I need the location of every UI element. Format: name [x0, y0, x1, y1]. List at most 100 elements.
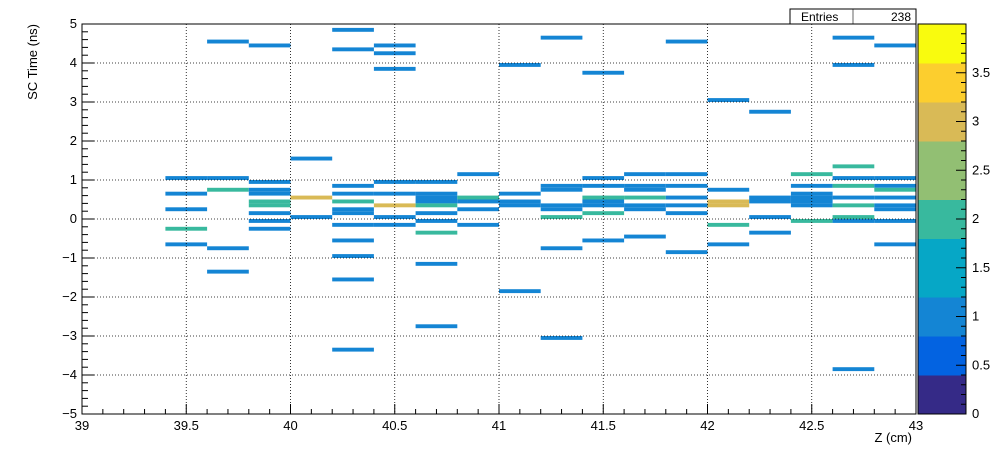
heatmap-cell [207, 269, 249, 274]
heatmap-cell [624, 207, 666, 212]
heatmap-cell [415, 203, 458, 208]
heatmap-cell [332, 238, 374, 243]
heatmap-cell [582, 195, 625, 200]
y-tick-label: −5 [62, 406, 77, 421]
palette-tick-label: 0.5 [972, 357, 990, 372]
heatmap-cell [373, 66, 416, 71]
heatmap-cell [874, 183, 916, 188]
heatmap-cell [332, 211, 374, 216]
palette-band [918, 238, 966, 259]
heatmap-cell [540, 35, 583, 40]
x-tick-label: 42 [700, 418, 714, 433]
x-tick-label: 39 [75, 418, 89, 433]
heatmap-cell [457, 222, 499, 227]
heatmap-cell [832, 176, 875, 180]
heatmap-cell [874, 43, 916, 48]
heatmap-cell [373, 191, 416, 196]
palette-tick-label: 3.5 [972, 65, 990, 80]
heatmap-cell [332, 27, 374, 32]
heatmap-cell [290, 156, 333, 161]
heatmap-cell [248, 219, 291, 223]
heatmap-cell [165, 176, 208, 180]
heatmap-cell [248, 180, 291, 184]
heatmap-cell [540, 336, 583, 340]
heatmap-cell [415, 261, 458, 266]
heatmap-cell [624, 195, 666, 200]
palette-tick-label: 3 [972, 114, 979, 129]
palette-band [918, 355, 966, 376]
heatmap-cell [457, 207, 499, 212]
heatmap-cell [540, 207, 583, 212]
y-tick-label: −3 [62, 328, 77, 343]
heatmap-cell [665, 203, 708, 208]
heatmap-cell [332, 183, 374, 188]
ticks-layer [81, 23, 917, 415]
heatmap-cell [624, 203, 666, 208]
heatmap-cell [665, 183, 708, 188]
palette-tick-label: 2 [972, 211, 979, 226]
heatmap-cell [290, 215, 333, 219]
heatmap-cell [749, 230, 791, 235]
heatmap-cell [832, 215, 875, 219]
heatmap-cell [499, 191, 541, 196]
heatmap-cell [874, 187, 916, 192]
y-tick-label: −2 [62, 289, 77, 304]
heatmap-cell [332, 191, 374, 196]
heatmap-cell [248, 203, 291, 208]
x-tick-label: 40 [283, 418, 297, 433]
heatmap-cell [499, 63, 541, 67]
heatmap-cell [540, 187, 583, 192]
heatmap-cell [165, 242, 208, 247]
x-tick-label: 41.5 [591, 418, 616, 433]
heatmap-cell [248, 211, 291, 216]
heatmap-cell [707, 242, 750, 247]
heatmap-cell [373, 222, 416, 227]
palette-band [918, 141, 966, 161]
heatmap-cell [707, 187, 750, 192]
heatmap-cell [165, 207, 208, 212]
heatmap-cell [373, 203, 416, 208]
heatmap-cell [874, 219, 916, 223]
heatmap-cell [332, 277, 374, 282]
palette-band [918, 277, 966, 298]
heatmap-cell [624, 172, 666, 177]
heatmap-cell [790, 219, 833, 223]
heatmap-cell [665, 172, 708, 177]
heatmap-cell [540, 215, 583, 219]
heatmap-cell [707, 98, 750, 102]
heatmap-cell [540, 246, 583, 251]
heatmap-cell [332, 254, 374, 258]
heatmap-cell [790, 195, 833, 200]
heatmap-cell [248, 199, 291, 204]
heatmap-cell [832, 164, 875, 169]
palette-band [918, 394, 966, 415]
heatmap-cell [874, 242, 916, 247]
x-tick-label: 43 [909, 418, 923, 433]
heatmap-cell [207, 246, 249, 251]
palette-band [918, 43, 966, 64]
heatmap-cell [332, 47, 374, 52]
y-tick-label: −4 [62, 367, 77, 382]
tick-labels-layer: 39 39.5 40 40.5 41 41.5 42 42.5 43 −5 −4 −3 −2 −1 0 1 2 3… [62, 16, 923, 433]
x-tick-label: 41 [492, 418, 506, 433]
heatmap-cell [457, 172, 499, 177]
heatmap-cell [874, 176, 916, 180]
palette-band [918, 219, 966, 239]
heatmap-cell [832, 367, 875, 372]
heatmap-cell [624, 183, 666, 188]
heatmap-cell [499, 289, 541, 294]
heatmap-cell [707, 222, 750, 227]
palette-band [918, 336, 966, 356]
palette-band [918, 102, 966, 122]
palette-band [918, 63, 966, 83]
palette-band [918, 160, 966, 181]
heatmap-cell [582, 203, 625, 208]
palette-tick-label: 1 [972, 309, 979, 324]
heatmap-cell [749, 195, 791, 200]
heatmap-cell [207, 187, 249, 192]
heatmap-cell [665, 39, 708, 44]
palette-band [918, 24, 966, 44]
heatmap-cell [832, 183, 875, 188]
palette-band [918, 297, 966, 317]
